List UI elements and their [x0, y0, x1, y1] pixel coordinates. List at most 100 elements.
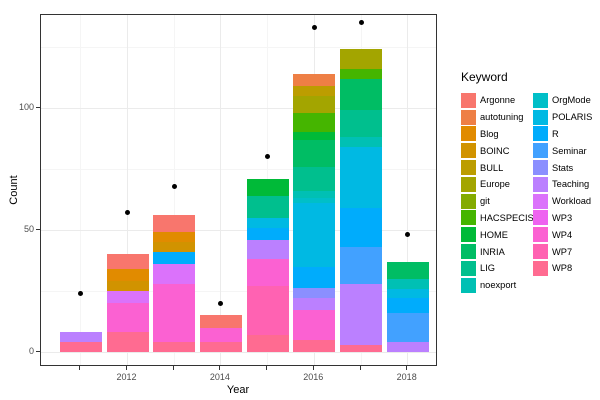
legend-swatch [533, 92, 548, 108]
bar-segment-bull [293, 86, 336, 96]
legend-item-label: noexport [480, 280, 517, 291]
legend-swatch [461, 92, 476, 108]
legend-item-wp8: WP8 [533, 260, 600, 277]
bar-segment-lig [340, 110, 382, 138]
legend-item-hacspecis: HACSPECIS [461, 210, 534, 227]
legend-item-label: POLARIS [552, 112, 593, 123]
y-axis-tickmark [36, 350, 40, 352]
legend-item-label: R [552, 128, 559, 139]
legend-swatch [461, 193, 476, 209]
legend-item-seminar: Seminar [533, 142, 600, 159]
bar-segment-wp8 [153, 342, 196, 352]
legend-swatch [533, 160, 548, 176]
legend-swatch [461, 160, 476, 176]
legend-item-label: HACSPECIS [480, 212, 534, 223]
legend-item-wp4: WP4 [533, 226, 600, 243]
legend-items: Argonne autotuning Blog BOINC BULL Europe git H… [461, 92, 600, 295]
gridline-minor-h [41, 290, 436, 292]
bar-segment-wp4 [293, 310, 336, 340]
stacked-bar-2012 [106, 254, 149, 352]
legend-item-label: BOINC [480, 145, 510, 156]
legend-swatch [533, 109, 548, 125]
legend-item-label: OrgMode [552, 95, 591, 106]
legend-item-git: git [461, 193, 533, 210]
legend-item-label: Seminar [552, 145, 587, 156]
bar-segment-teaching [59, 332, 102, 343]
bar-segment-workload [153, 264, 196, 284]
x-tick-label: 2018 [396, 372, 417, 382]
legend-swatch [461, 143, 476, 159]
bar-segment-noexport [386, 278, 429, 289]
bar-segment-wp4 [199, 327, 242, 343]
bar-segment-wp8 [246, 334, 289, 352]
legend-item-orgmode: OrgMode [533, 92, 600, 109]
legend-swatch [533, 193, 548, 209]
legend-item-label: LIG [480, 263, 495, 274]
y-tick-label: 0 [28, 346, 34, 356]
legend-item-polaris: POLARIS [533, 109, 600, 126]
legend-item-bull: BULL [461, 159, 533, 176]
bar-segment-teaching [293, 298, 336, 311]
legend-item-label: Blog [480, 128, 499, 139]
x-axis-tickmark [266, 366, 268, 370]
bar-segment-boinc [153, 242, 196, 252]
bar-segment-hacspecis [293, 112, 336, 133]
bar-segment-polaris [340, 147, 382, 208]
legend-item-label: git [480, 196, 490, 207]
legend-swatch [533, 143, 548, 159]
legend: Keyword Argonne autotuning Blog BOINC BULL Eu… [461, 70, 600, 295]
gridline-major-v [127, 15, 128, 365]
legend-item-label: HOME [480, 229, 508, 240]
bar-segment-polaris [386, 288, 429, 299]
x-axis-tickmark [79, 366, 81, 370]
stacked-bar-2017 [340, 49, 382, 352]
bar-segment-seminar [340, 247, 382, 284]
legend-item-label: Teaching [552, 179, 590, 190]
data-point-2015 [265, 154, 271, 160]
bar-segment-inria [293, 139, 336, 167]
bar-segment-wp8 [199, 342, 242, 352]
legend-item-argonne: Argonne [461, 92, 533, 109]
y-tick-label: 100 [18, 102, 34, 112]
x-axis-title: Year [226, 384, 250, 396]
stacked-bar-2013 [153, 215, 196, 352]
gridline-major-v [220, 15, 222, 365]
plot-panel [40, 14, 437, 366]
data-point-2013 [171, 183, 177, 189]
bar-segment-autotuning [293, 73, 336, 87]
legend-swatch [461, 277, 476, 293]
legend-item-label: BULL [480, 162, 504, 173]
gridline-major-h [41, 229, 436, 231]
bar-segment-argonne [106, 254, 149, 270]
legend-item-label: WP8 [552, 263, 573, 274]
bar-segment-r [386, 298, 429, 313]
bar-segment-boinc [106, 281, 149, 291]
bar-segment-orgmode [293, 198, 336, 204]
bar-segment-polaris [293, 203, 336, 267]
bar-segment-r [293, 266, 336, 289]
x-tick-label: 2014 [209, 372, 230, 382]
bar-segment-argonne [153, 215, 196, 233]
bar-segment-wp4 [106, 303, 149, 333]
x-axis-tickmark [359, 366, 361, 370]
legend-swatch [461, 126, 476, 142]
bar-segment-wp8 [340, 344, 382, 352]
legend-item-wp7: WP7 [533, 243, 600, 260]
legend-swatch [461, 227, 476, 243]
y-axis-title: Count [8, 175, 20, 205]
bar-segment-inria [386, 261, 429, 279]
x-tick-label: 2012 [116, 372, 137, 382]
x-axis-tickmark [172, 366, 174, 370]
gridline-major-v [407, 15, 409, 365]
gridline-minor-v [80, 15, 82, 365]
legend-swatch [461, 176, 476, 192]
bar-segment-home [293, 132, 336, 140]
bar-segment-lig [246, 195, 289, 218]
x-axis-tickmark [126, 366, 127, 370]
legend-item-label: Stats [552, 162, 574, 173]
bar-segment-r [340, 208, 382, 248]
legend-item-label: WP7 [552, 246, 573, 257]
legend-item-label: INRIA [480, 246, 505, 257]
data-point-2016 [311, 24, 317, 30]
